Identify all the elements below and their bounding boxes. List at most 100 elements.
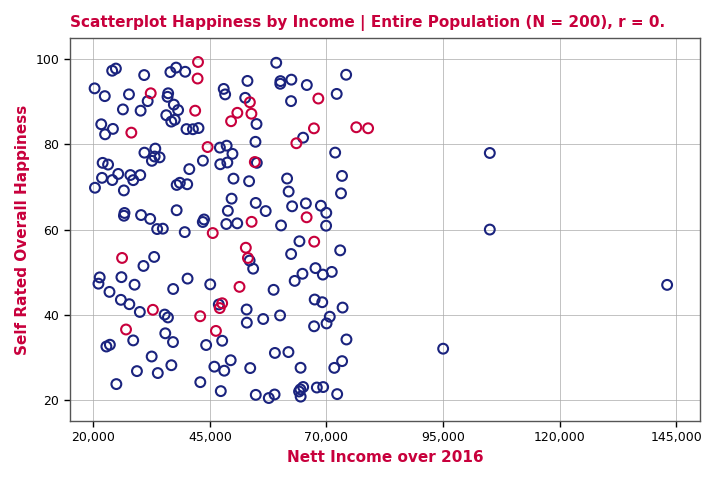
Point	[135, 171, 146, 179]
Point	[271, 59, 282, 67]
Point	[336, 172, 348, 180]
Point	[225, 118, 237, 125]
Point	[118, 187, 130, 194]
Point	[297, 134, 309, 142]
Point	[249, 158, 261, 166]
Point	[293, 388, 305, 396]
Point	[166, 118, 177, 125]
Point	[148, 253, 160, 261]
Point	[171, 64, 182, 72]
Point	[102, 161, 114, 168]
Point	[241, 319, 253, 326]
Point	[295, 393, 307, 400]
Point	[222, 159, 233, 167]
Point	[250, 138, 261, 145]
Point	[282, 175, 293, 182]
Point	[227, 150, 238, 158]
Point	[89, 84, 100, 92]
Point	[189, 107, 201, 115]
Point	[315, 202, 327, 210]
Point	[251, 120, 262, 128]
Point	[241, 306, 253, 313]
Point	[214, 304, 225, 312]
Point	[197, 218, 209, 226]
Point	[301, 81, 312, 89]
Point	[269, 349, 281, 357]
Point	[162, 313, 174, 321]
Point	[117, 106, 129, 113]
Point	[297, 270, 308, 277]
Point	[226, 195, 238, 203]
Point	[437, 345, 449, 352]
Point	[210, 327, 222, 335]
Point	[172, 106, 184, 114]
Point	[244, 98, 256, 106]
Point	[218, 85, 230, 93]
Point	[97, 159, 109, 167]
Point	[107, 67, 118, 74]
Point	[131, 367, 143, 375]
Point	[337, 304, 348, 312]
Point	[331, 390, 343, 398]
Point	[154, 154, 166, 161]
Point	[289, 277, 300, 285]
Point	[184, 165, 195, 173]
Point	[283, 348, 294, 356]
Point	[209, 363, 220, 371]
Point	[197, 157, 209, 165]
Point	[104, 288, 115, 296]
Point	[99, 92, 111, 100]
Point	[341, 71, 352, 79]
Point	[484, 226, 495, 233]
Point	[169, 116, 181, 124]
Point	[220, 220, 232, 228]
Point	[94, 274, 105, 281]
Point	[246, 110, 257, 118]
Point	[240, 94, 251, 102]
Point	[174, 179, 186, 187]
Point	[330, 149, 341, 156]
Point	[200, 341, 212, 349]
Point	[222, 207, 233, 215]
Point	[117, 254, 128, 262]
Point	[182, 275, 194, 282]
Point	[351, 123, 362, 131]
Point	[275, 222, 287, 229]
Point	[320, 222, 332, 229]
Point	[341, 336, 352, 343]
Point	[312, 95, 324, 102]
Point	[145, 89, 156, 97]
Point	[168, 101, 179, 108]
Point	[217, 300, 228, 307]
Point	[213, 300, 225, 308]
Point	[318, 383, 329, 391]
Point	[138, 262, 149, 270]
Point	[139, 149, 150, 156]
Point	[317, 299, 328, 306]
Point	[320, 209, 332, 216]
Point	[171, 181, 182, 189]
Point	[225, 357, 236, 364]
Point	[146, 157, 158, 165]
Point	[202, 143, 213, 151]
Point	[258, 315, 269, 323]
Point	[309, 296, 320, 303]
Point	[294, 385, 306, 393]
Point	[242, 77, 253, 85]
Point	[336, 357, 348, 365]
Point	[152, 369, 163, 377]
Point	[283, 188, 294, 195]
Point	[107, 176, 118, 184]
Point	[240, 244, 251, 252]
Point	[127, 176, 139, 184]
Point	[99, 131, 111, 138]
Point	[228, 175, 239, 182]
Point	[248, 265, 259, 273]
Point	[163, 89, 174, 97]
Point	[116, 273, 127, 281]
Point	[194, 378, 206, 386]
Point	[244, 257, 256, 264]
X-axis label: Nett Income over 2016: Nett Income over 2016	[287, 450, 483, 465]
Point	[286, 76, 297, 84]
Point	[159, 311, 171, 318]
